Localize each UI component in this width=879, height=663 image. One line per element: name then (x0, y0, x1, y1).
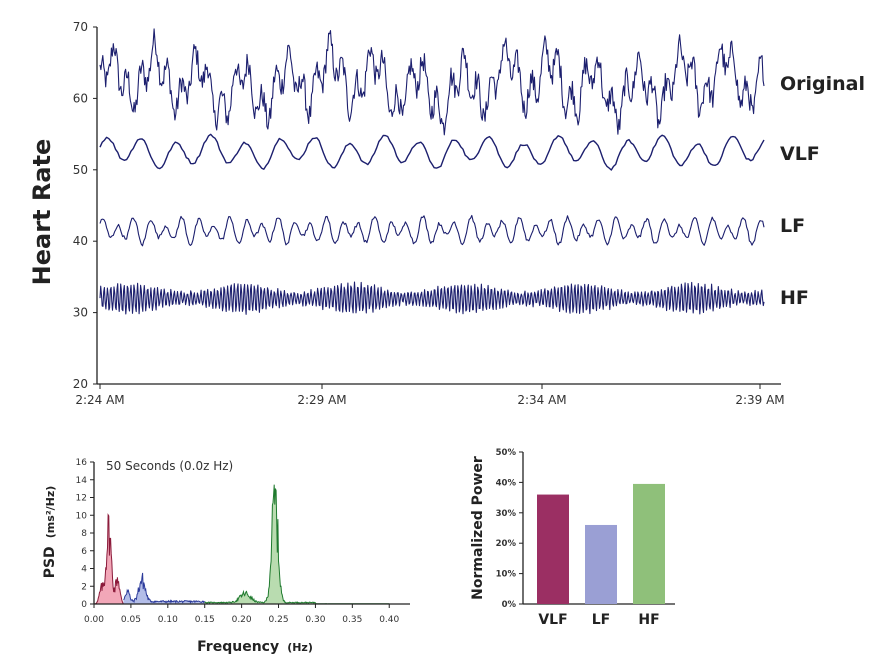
psd-line-hf (204, 484, 390, 605)
bar-hf (633, 483, 665, 604)
series-line-vlf (99, 133, 765, 171)
psd-chart: PSD (ms²/Hz) Frequency (Hz) 50 Seconds (… (39, 458, 410, 655)
y-tick-label: 30 (73, 306, 88, 320)
psd-line-lf (123, 572, 205, 604)
psd-y-label-main: PSD (42, 546, 58, 578)
bar-label-lf: LF (592, 612, 610, 628)
y-tick-label: 50 (73, 163, 88, 177)
psd-y-tick-label: 2 (81, 582, 87, 592)
psd-area-lf (123, 572, 205, 604)
x-tick-label: 2:34 AM (517, 393, 566, 407)
psd-y-label: PSD (ms²/Hz) (39, 486, 58, 579)
heart-rate-y-label: Heart Rate (28, 139, 56, 286)
psd-x-label-unit: (Hz) (287, 641, 313, 654)
psd-x-tick-label: 0.35 (342, 615, 362, 625)
bar-y-tick-label: 30% (496, 509, 517, 519)
heart-rate-y-ticks: 20 30 40 50 60 70 (73, 20, 97, 391)
psd-x-tick-label: 0.00 (84, 615, 104, 625)
normalized-power-y-label: Normalized Power (470, 456, 486, 600)
x-tick-label: 2:24 AM (75, 393, 124, 407)
psd-x-tick-label: 0.40 (379, 615, 399, 625)
psd-y-label-unit: (ms²/Hz) (44, 486, 57, 539)
series-label-lf: LF (780, 215, 805, 237)
psd-y-tick-label: 4 (81, 565, 87, 575)
normalized-power-chart: Normalized Power 0% 10% 20% 30% 40% 50% VLF LF… (470, 448, 675, 628)
bar-label-hf: HF (638, 612, 659, 628)
bar-y-tick-label: 10% (496, 570, 517, 580)
bar-lf (585, 524, 617, 604)
psd-band-areas (93, 484, 390, 605)
psd-y-tick-label: 10 (76, 511, 88, 521)
psd-y-tick-label: 14 (76, 476, 88, 486)
psd-x-tick-label: 0.10 (158, 615, 178, 625)
psd-x-tick-label: 0.20 (232, 615, 252, 625)
series-line-hf (99, 281, 765, 315)
psd-x-tick-label: 0.30 (305, 615, 325, 625)
psd-y-tick-label: 0 (81, 600, 87, 610)
psd-y-tick-label: 12 (76, 494, 87, 504)
psd-x-tick-label: 0.25 (269, 615, 289, 625)
psd-y-tick-label: 16 (76, 458, 88, 468)
psd-x-label: Frequency (Hz) (197, 636, 313, 655)
heart-rate-x-ticks: 2:24 AM 2:29 AM 2:34 AM 2:39 AM (75, 384, 785, 407)
bar-label-vlf: VLF (538, 612, 567, 628)
x-tick-label: 2:29 AM (297, 393, 346, 407)
bar-y-tick-label: 20% (496, 539, 517, 549)
y-tick-label: 60 (73, 91, 88, 105)
series-line-original (99, 28, 765, 136)
psd-area-hf (204, 484, 390, 604)
psd-y-tick-label: 6 (81, 547, 87, 557)
heart-rate-series (99, 28, 765, 315)
psd-y-ticks: 0 2 4 6 8 10 12 14 16 (76, 458, 94, 610)
psd-x-tick-label: 0.05 (121, 615, 141, 625)
series-label-vlf: VLF (780, 143, 820, 165)
series-label-hf: HF (780, 287, 809, 309)
series-line-lf (99, 214, 765, 247)
psd-x-label-main: Frequency (197, 639, 279, 655)
psd-line-vlf (93, 513, 124, 605)
heart-rate-series-labels: Original VLF LF HF (780, 73, 865, 309)
psd-x-tick-label: 0.15 (195, 615, 215, 625)
bar-y-ticks: 0% 10% 20% 30% 40% 50% (496, 448, 523, 610)
bar-y-tick-label: 0% (502, 600, 517, 610)
y-tick-label: 70 (73, 20, 88, 34)
bar-category-labels: VLF LF HF (538, 612, 659, 628)
bar-y-tick-label: 40% (496, 478, 517, 488)
psd-annotation: 50 Seconds (0.0z Hz) (106, 459, 233, 473)
bar-bars (537, 483, 665, 604)
bar-y-tick-label: 50% (496, 448, 517, 458)
bar-vlf (537, 494, 569, 604)
psd-y-tick-label: 8 (81, 529, 87, 539)
x-tick-label: 2:39 AM (735, 393, 784, 407)
y-tick-label: 40 (73, 234, 88, 248)
psd-x-ticks: 0.00 0.05 0.10 0.15 0.20 0.25 0.30 0.35 0.40 (84, 604, 400, 625)
y-tick-label: 20 (73, 377, 88, 391)
series-label-original: Original (780, 73, 865, 95)
